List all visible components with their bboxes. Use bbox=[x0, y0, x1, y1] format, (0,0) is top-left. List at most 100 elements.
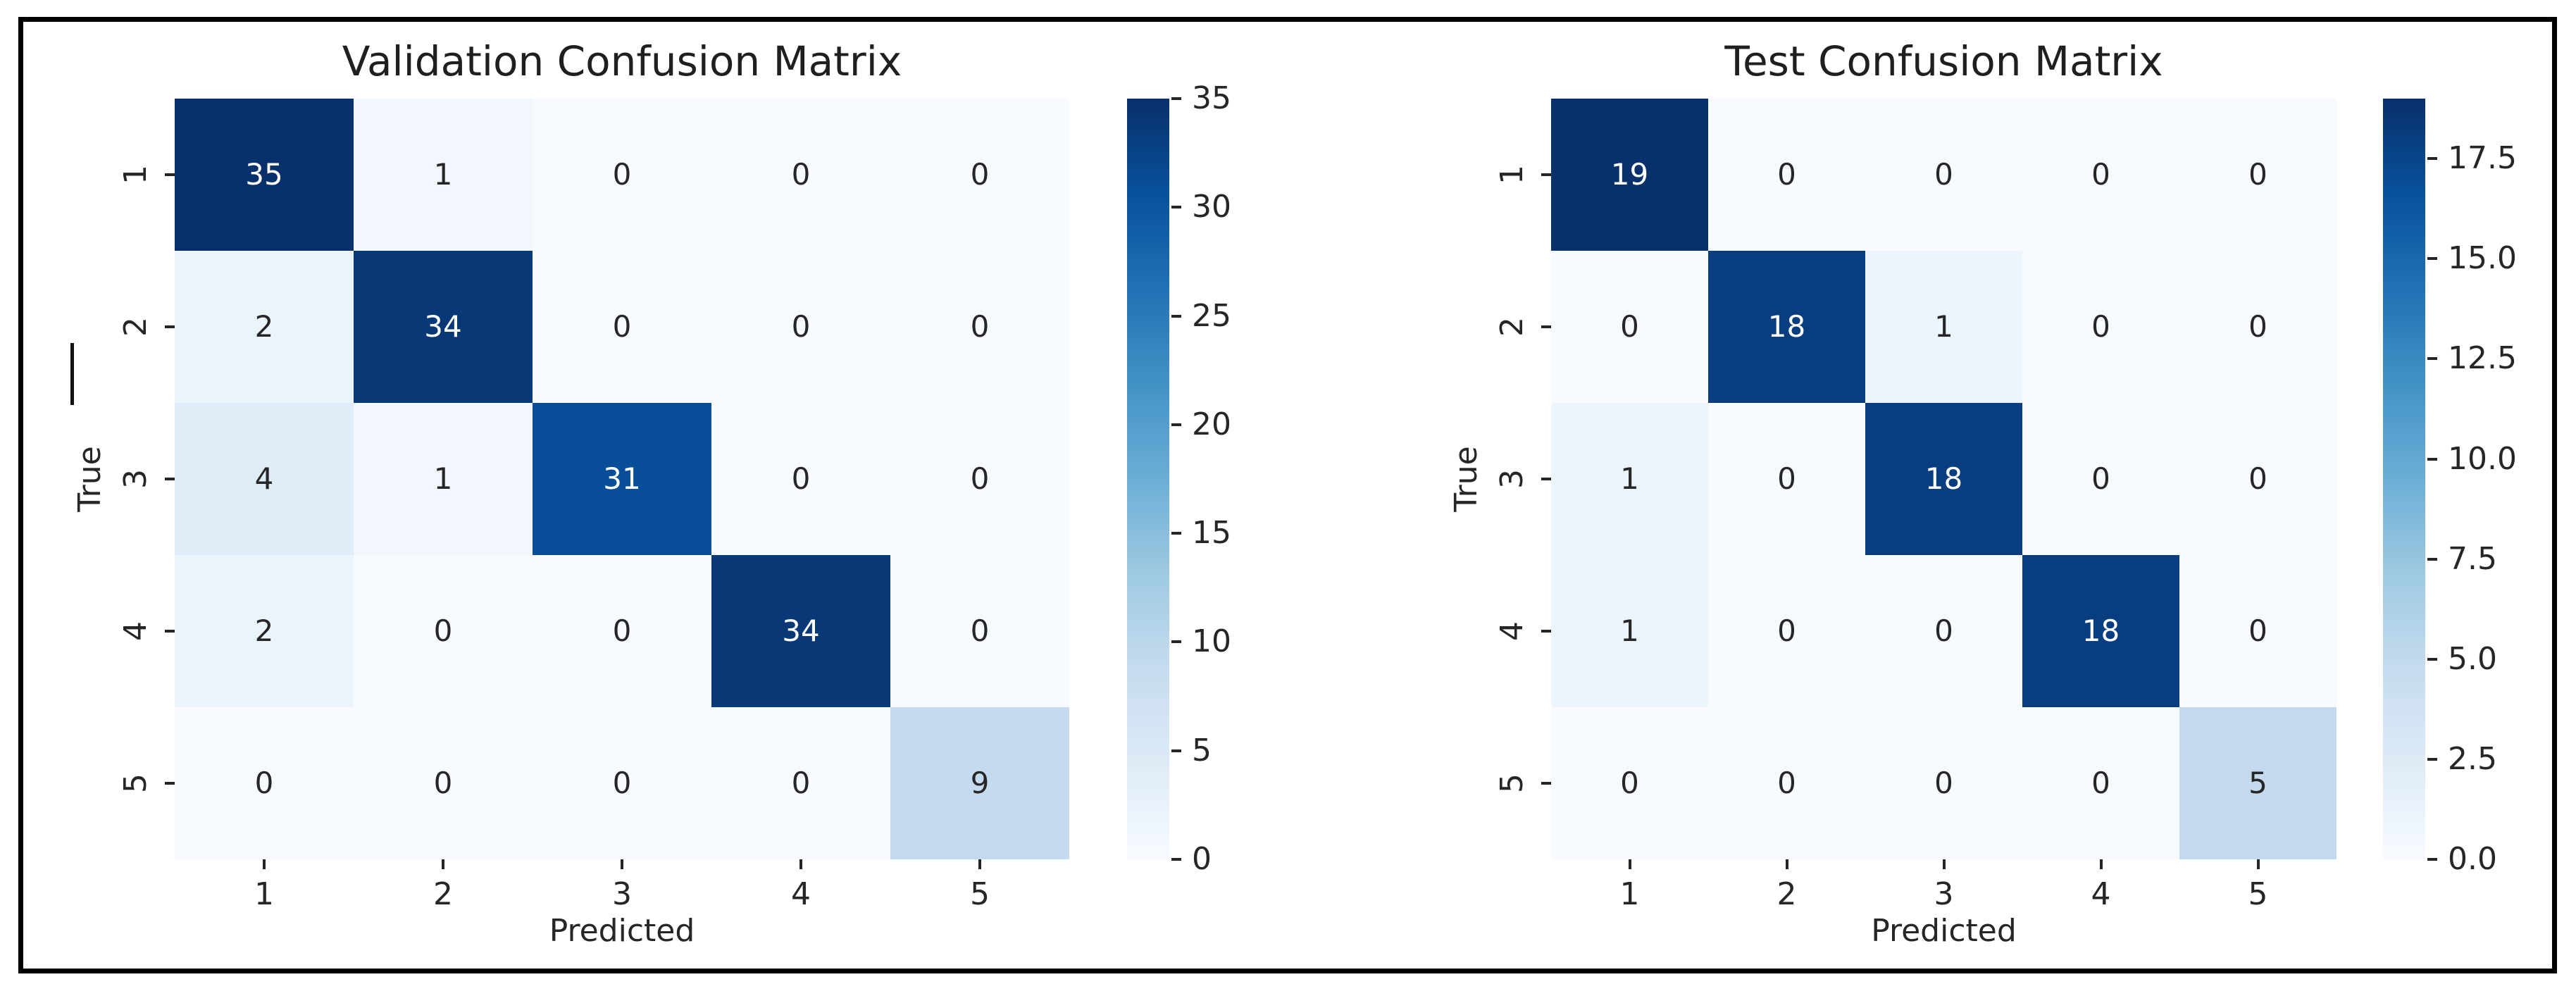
colorbar-tick-mark bbox=[1171, 858, 1181, 861]
heatmap-cell: 0 bbox=[2179, 403, 2337, 555]
test-xlabel: Predicted bbox=[1871, 913, 2017, 949]
y-tick-mark bbox=[165, 782, 175, 785]
colorbar-tick-mark bbox=[2427, 657, 2437, 661]
validation-ylabel: True bbox=[72, 446, 108, 512]
cell-value: 1 bbox=[1620, 461, 1639, 496]
y-tick-mark bbox=[1541, 782, 1551, 785]
y-tick-mark bbox=[165, 630, 175, 633]
cell-value: 34 bbox=[782, 614, 820, 648]
heatmap-cell: 35 bbox=[175, 99, 354, 251]
cell-value: 0 bbox=[970, 309, 990, 344]
x-tick-label: 5 bbox=[970, 876, 990, 912]
x-tick-label: 2 bbox=[433, 876, 453, 912]
heatmap-cell: 0 bbox=[1551, 251, 1708, 403]
cell-value: 0 bbox=[1777, 461, 1796, 496]
heatmap-cell: 9 bbox=[890, 707, 1069, 859]
cell-value: 0 bbox=[1934, 157, 1953, 192]
cell-value: 0 bbox=[791, 461, 811, 496]
heatmap-cell: 0 bbox=[1551, 707, 1708, 859]
heatmap-cell: 18 bbox=[2022, 555, 2179, 707]
x-tick-mark bbox=[1628, 859, 1631, 869]
y-tick-mark bbox=[1541, 478, 1551, 480]
y-tick-mark bbox=[1541, 325, 1551, 328]
colorbar-tick-label: 17.5 bbox=[2448, 140, 2517, 177]
y-tick-label: 3 bbox=[118, 469, 154, 489]
colorbar-tick-mark bbox=[2427, 757, 2437, 761]
cell-value: 0 bbox=[1777, 614, 1796, 648]
cell-value: 0 bbox=[970, 614, 990, 648]
colorbar-tick-label: 5 bbox=[1192, 732, 1212, 768]
x-tick-label: 2 bbox=[1777, 876, 1797, 912]
cell-value: 0 bbox=[2091, 461, 2110, 496]
validation-heatmap: 35 1 0 0 0 2 34 0 0 0 4 1 31 0 0 2 0 0 34 0 0 0 0 0 9 bbox=[175, 99, 1069, 859]
cell-value: 2 bbox=[254, 614, 274, 648]
cell-value: 18 bbox=[1767, 309, 1806, 344]
cell-value: 0 bbox=[970, 461, 990, 496]
x-tick-mark bbox=[978, 859, 981, 869]
heatmap-cell: 18 bbox=[1708, 251, 1865, 403]
cell-value: 35 bbox=[245, 157, 283, 192]
y-tick-mark bbox=[165, 478, 175, 480]
colorbar-tick-mark bbox=[1171, 423, 1181, 426]
colorbar-tick-label: 0 bbox=[1192, 841, 1212, 877]
test-title: Test Confusion Matrix bbox=[1724, 37, 2163, 85]
heatmap-cell: 0 bbox=[890, 555, 1069, 707]
cell-value: 1 bbox=[433, 461, 453, 496]
heatmap-cell: 0 bbox=[1708, 555, 1865, 707]
x-tick-label: 4 bbox=[2091, 876, 2111, 912]
stray-mark bbox=[70, 343, 74, 405]
cell-value: 31 bbox=[603, 461, 641, 496]
test-heatmap: 19 0 0 0 0 0 18 1 0 0 1 0 18 0 0 1 0 0 18 0 0 0 0 0 5 bbox=[1551, 99, 2337, 859]
y-tick-label: 2 bbox=[1494, 317, 1530, 337]
colorbar-tick-mark bbox=[2427, 457, 2437, 461]
colorbar-tick-label: 7.5 bbox=[2448, 540, 2497, 577]
heatmap-cell: 0 bbox=[890, 99, 1069, 251]
heatmap-cell: 0 bbox=[711, 403, 890, 555]
heatmap-cell: 5 bbox=[2179, 707, 2337, 859]
cell-value: 19 bbox=[1610, 157, 1649, 192]
cell-value: 0 bbox=[1620, 309, 1639, 344]
cell-value: 0 bbox=[2091, 157, 2110, 192]
colorbar-tick-label: 15 bbox=[1192, 515, 1231, 552]
y-tick-mark bbox=[165, 325, 175, 328]
cell-value: 0 bbox=[2248, 157, 2267, 192]
colorbar-tick-label: 35 bbox=[1192, 80, 1231, 116]
heatmap-cell: 0 bbox=[533, 555, 711, 707]
colorbar-tick-label: 15.0 bbox=[2448, 240, 2517, 277]
colorbar-tick-label: 5.0 bbox=[2448, 640, 2497, 677]
x-tick-mark bbox=[263, 859, 266, 869]
cell-value: 5 bbox=[2248, 766, 2267, 800]
figure-border bbox=[18, 17, 2557, 973]
colorbar-tick-mark bbox=[1171, 97, 1181, 100]
heatmap-cell: 0 bbox=[2022, 707, 2179, 859]
test-ylabel: True bbox=[1448, 446, 1484, 512]
colorbar-tick-label: 2.5 bbox=[2448, 740, 2497, 777]
colorbar-tick-mark bbox=[1171, 206, 1181, 209]
cell-value: 0 bbox=[2248, 309, 2267, 344]
cell-value: 0 bbox=[1934, 614, 1953, 648]
heatmap-cell: 1 bbox=[1551, 403, 1708, 555]
x-tick-label: 1 bbox=[254, 876, 274, 912]
cell-value: 0 bbox=[970, 157, 990, 192]
x-tick-mark bbox=[799, 859, 802, 869]
x-tick-label: 5 bbox=[2248, 876, 2268, 912]
colorbar-tick-label: 12.5 bbox=[2448, 340, 2517, 377]
heatmap-cell: 2 bbox=[175, 555, 354, 707]
validation-xlabel: Predicted bbox=[549, 913, 695, 949]
cell-value: 0 bbox=[791, 766, 811, 800]
y-tick-label: 5 bbox=[118, 773, 154, 793]
heatmap-cell: 0 bbox=[1865, 99, 2022, 251]
cell-value: 0 bbox=[612, 766, 632, 800]
x-tick-mark bbox=[442, 859, 444, 869]
colorbar-tick-mark bbox=[1171, 532, 1181, 535]
heatmap-cell: 0 bbox=[2179, 99, 2337, 251]
y-tick-label: 4 bbox=[118, 621, 154, 641]
cell-value: 0 bbox=[612, 157, 632, 192]
y-tick-label: 1 bbox=[118, 165, 154, 185]
heatmap-cell: 0 bbox=[1865, 707, 2022, 859]
cell-value: 0 bbox=[1934, 766, 1953, 800]
x-tick-mark bbox=[2099, 859, 2103, 869]
heatmap-cell: 0 bbox=[890, 403, 1069, 555]
cell-value: 0 bbox=[791, 157, 811, 192]
